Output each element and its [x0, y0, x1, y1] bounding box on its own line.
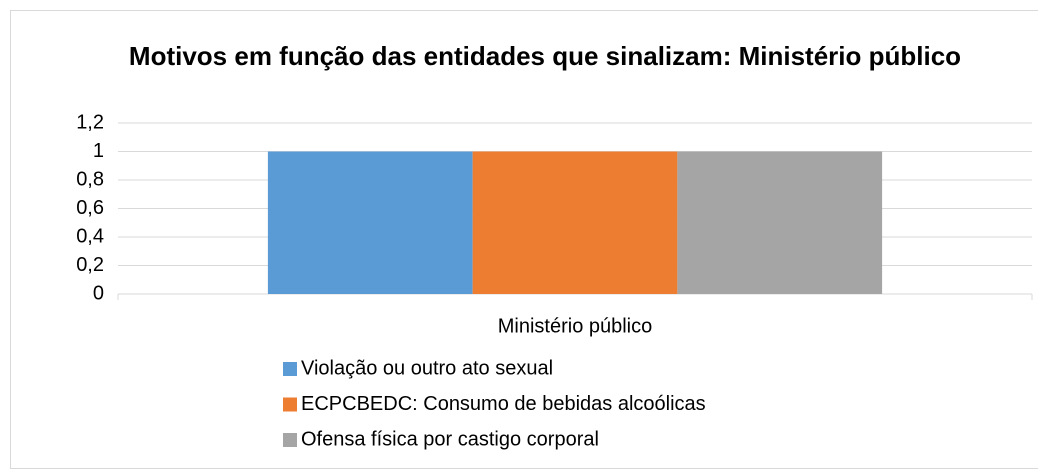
y-tick-label: 0,4	[76, 225, 104, 247]
y-tick-label: 1	[93, 140, 104, 162]
y-tick-label: 0,8	[76, 168, 104, 190]
legend-label: Violação ou outro ato sexual	[301, 357, 553, 379]
bar	[677, 151, 883, 294]
chart-title: Motivos em função das entidades que sina…	[128, 41, 962, 71]
y-tick-label: 0	[93, 282, 104, 304]
x-tick-label: Ministério público	[498, 315, 653, 337]
bar	[472, 151, 678, 294]
legend-swatch	[283, 433, 297, 447]
bar	[267, 151, 473, 294]
legend-swatch	[283, 397, 297, 412]
chart-border	[10, 10, 1038, 469]
y-tick-label: 0,6	[76, 197, 104, 219]
legend-label: ECPCBEDC: Consumo de bebidas alcoólicas	[301, 393, 706, 415]
y-tick-label: 0,2	[76, 254, 104, 276]
y-tick-label: 1,2	[76, 111, 104, 133]
legend-swatch	[283, 362, 297, 376]
legend-label: Ofensa física por castigo corporal	[301, 428, 599, 450]
